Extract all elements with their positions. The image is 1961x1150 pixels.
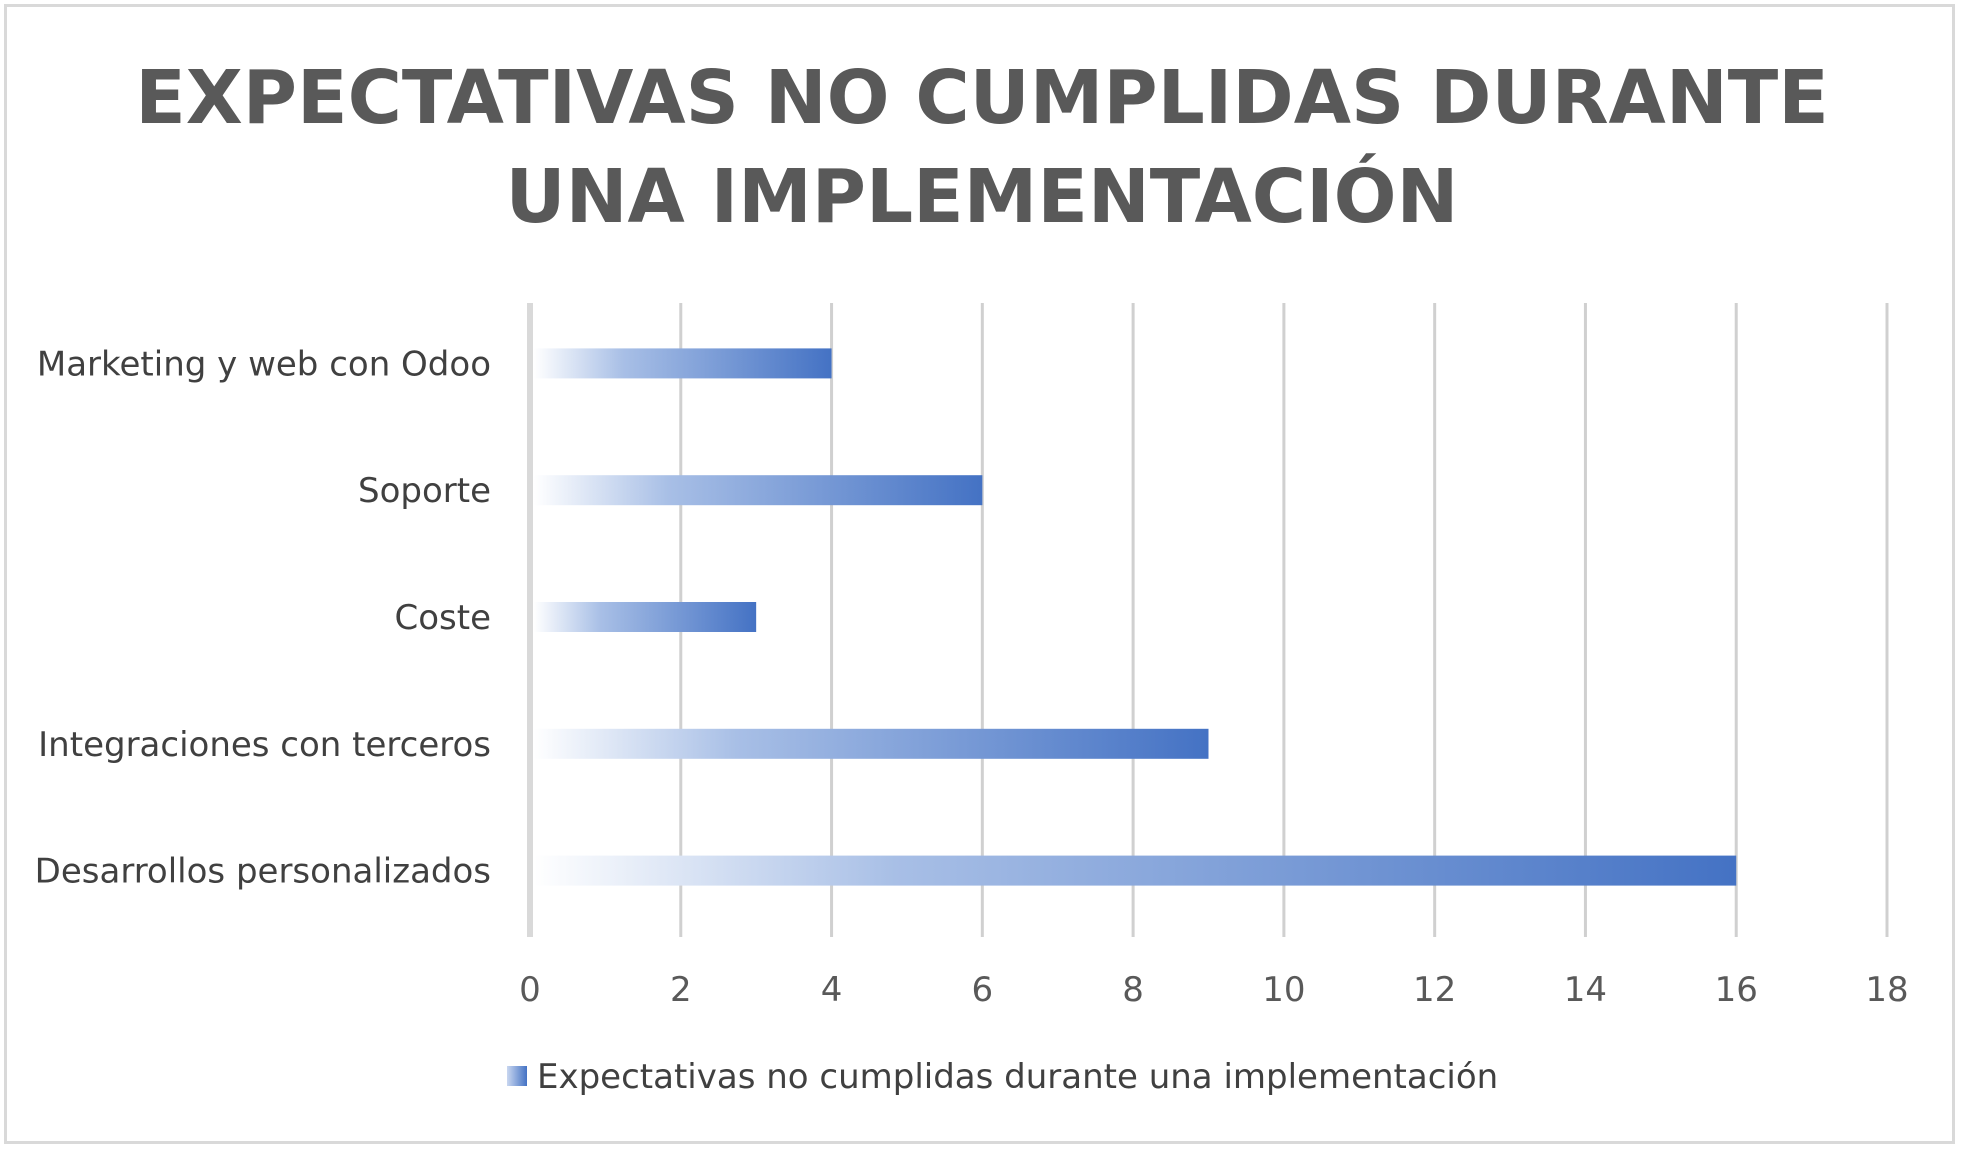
category-label: Marketing y web con Odoo [37, 344, 491, 384]
category-label: Coste [394, 598, 491, 638]
x-tick-label: 10 [1262, 970, 1305, 1010]
category-labels: Marketing y web con Odoo Soporte Coste Inte… [35, 344, 491, 891]
chart-title-line-2: UNA IMPLEMENTACIÓN [506, 152, 1459, 240]
legend-swatch [507, 1066, 527, 1086]
x-tick-labels: 0 2 4 6 8 10 12 14 16 18 [519, 970, 1908, 1010]
x-tick-label: 8 [1122, 970, 1144, 1010]
chart-frame: EXPECTATIVAS NO CUMPLIDAS DURANTE UNA IM… [4, 4, 1955, 1144]
chart-title: EXPECTATIVAS NO CUMPLIDAS DURANTE UNA IM… [135, 55, 1829, 240]
bars [534, 348, 1737, 886]
chart-title-line-1: EXPECTATIVAS NO CUMPLIDAS DURANTE [135, 55, 1829, 141]
x-tick-label: 16 [1715, 970, 1758, 1010]
category-label: Soporte [358, 471, 491, 511]
chart-svg: EXPECTATIVAS NO CUMPLIDAS DURANTE UNA IM… [35, 55, 1909, 1097]
bar [534, 855, 1737, 886]
x-tick-label: 4 [821, 970, 843, 1010]
bar [534, 348, 832, 379]
bar [534, 475, 983, 506]
bar [534, 602, 757, 632]
category-label: Integraciones con terceros [38, 725, 491, 765]
x-tick-label: 18 [1865, 970, 1908, 1010]
legend: Expectativas no cumplidas durante una im… [507, 1057, 1498, 1097]
bar [534, 728, 1209, 759]
category-label: Desarrollos personalizados [35, 852, 491, 892]
legend-label: Expectativas no cumplidas durante una im… [537, 1057, 1498, 1097]
x-tick-label: 12 [1413, 970, 1456, 1010]
x-tick-label: 6 [972, 970, 994, 1010]
x-tick-label: 2 [670, 970, 692, 1010]
x-tick-label: 14 [1564, 970, 1607, 1010]
gridlines [679, 303, 1889, 937]
x-tick-label: 0 [519, 970, 541, 1010]
